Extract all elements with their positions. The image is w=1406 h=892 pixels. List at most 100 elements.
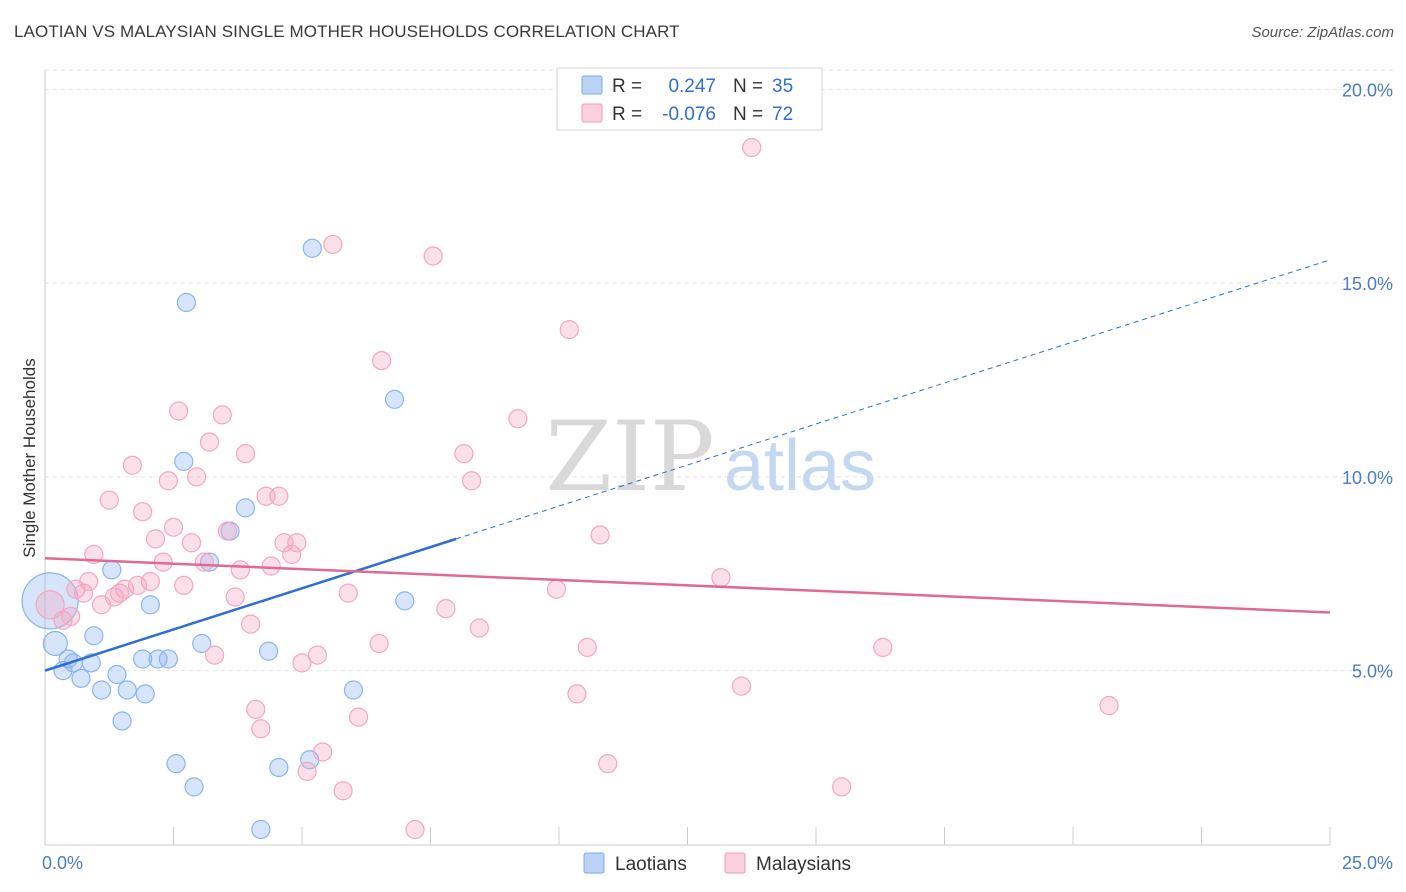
point-malaysians <box>251 719 271 739</box>
legend-r-value-malaysians: -0.076 <box>662 104 716 125</box>
point-malaysians <box>590 525 610 545</box>
legend-n-label-laotians: N = <box>733 76 763 97</box>
point-malaysians <box>567 684 587 704</box>
point-malaysians <box>292 653 312 673</box>
point-laotians <box>166 754 186 774</box>
point-laotians <box>148 649 168 669</box>
point-malaysians <box>187 467 207 487</box>
point-malaysians <box>454 444 474 464</box>
trend-extension-laotians <box>456 259 1331 540</box>
x-tick-right: 25.0% <box>1342 853 1393 873</box>
bottom-legend-malaysians: Malaysians <box>756 854 851 875</box>
point-malaysians <box>559 320 579 340</box>
point-laotians <box>91 680 112 700</box>
point-laotians <box>84 626 104 646</box>
trend-line-laotians <box>44 537 457 672</box>
point-malaysians <box>297 761 317 781</box>
legend-n-label-malaysians: N = <box>733 104 763 125</box>
legend: R = 0.247 N = 35 R = -0.076 N = 72 <box>556 67 823 131</box>
point-laotians <box>269 757 289 778</box>
point-malaysians <box>158 471 178 491</box>
legend-n-value-laotians: 35 <box>772 76 793 97</box>
point-malaysians <box>205 645 225 665</box>
point-malaysians <box>711 568 731 588</box>
point-malaysians <box>462 471 482 491</box>
point-laotians <box>135 684 155 704</box>
point-malaysians <box>873 637 893 657</box>
point-malaysians <box>731 676 752 696</box>
point-malaysians <box>469 618 489 638</box>
point-malaysians <box>181 533 202 553</box>
point-malaysians <box>508 409 528 429</box>
point-malaysians <box>246 699 266 719</box>
x-tick-left: 0.0% <box>42 853 83 873</box>
point-malaysians <box>104 587 124 607</box>
point-malaysians <box>225 587 245 607</box>
point-malaysians <box>307 645 328 665</box>
point-malaysians <box>1099 695 1119 716</box>
point-malaysians <box>99 490 119 510</box>
point-laotians <box>112 711 132 731</box>
point-malaysians <box>348 707 369 727</box>
point-malaysians <box>115 579 135 599</box>
point-laotians <box>158 649 178 669</box>
point-malaysians <box>73 583 94 603</box>
point-malaysians <box>122 455 142 475</box>
source-label: Source: ZipAtlas.com <box>1251 24 1394 41</box>
point-malaysians <box>241 614 261 634</box>
point-laotians <box>176 292 196 313</box>
point-laotians <box>192 633 212 654</box>
legend-n-value-malaysians: 72 <box>772 104 793 125</box>
point-malaysians <box>261 556 281 576</box>
watermark-zip: ZIP <box>545 401 714 513</box>
point-malaysians <box>230 560 250 580</box>
trend-lines <box>44 259 1331 672</box>
watermark: ZIP atlas <box>545 401 876 513</box>
y-tick-label: 20.0% <box>1342 80 1393 100</box>
point-malaysians <box>174 575 194 595</box>
point-laotians <box>302 238 322 258</box>
series-malaysians-points <box>35 137 1119 840</box>
point-laotians <box>71 668 91 688</box>
point-laotians <box>107 664 127 685</box>
y-tick-label: 15.0% <box>1342 274 1393 294</box>
point-laotians <box>140 595 160 615</box>
point-malaysians <box>109 583 130 603</box>
legend-r-value-laotians: 0.247 <box>668 76 716 97</box>
point-malaysians <box>369 633 389 654</box>
point-malaysians <box>127 575 148 595</box>
point-laotians <box>395 591 415 611</box>
point-malaysians <box>212 405 232 425</box>
point-malaysians <box>423 246 443 266</box>
point-malaysians <box>269 486 289 506</box>
y-tick-label: 5.0% <box>1352 662 1393 682</box>
point-laotians <box>102 560 122 580</box>
y-axis-label: Single Mother Households <box>20 358 39 557</box>
point-malaysians <box>217 521 238 541</box>
trend-line-malaysians <box>44 557 1331 614</box>
point-laotians <box>251 819 271 840</box>
point-laotians <box>133 649 153 669</box>
point-malaysians <box>194 552 214 572</box>
point-malaysians <box>372 351 392 371</box>
point-malaysians <box>235 444 256 464</box>
point-malaysians <box>140 571 160 592</box>
bottom-legend-swatch-laotians <box>583 852 605 874</box>
bottom-legend: Laotians Malaysians <box>583 852 851 875</box>
point-malaysians <box>405 819 425 840</box>
bottom-legend-swatch-malaysians <box>724 852 746 874</box>
point-laotians <box>258 641 279 661</box>
point-malaysians <box>163 517 184 537</box>
y-tick-label: 10.0% <box>1342 468 1393 488</box>
point-malaysians <box>61 606 81 626</box>
point-laotians <box>235 498 256 518</box>
axes <box>44 70 1331 846</box>
point-malaysians <box>546 579 567 599</box>
point-malaysians <box>312 742 333 762</box>
point-malaysians <box>832 777 852 797</box>
point-malaysians <box>577 637 597 657</box>
point-malaysians <box>287 533 307 553</box>
x-tick-labels: 0.0% 25.0% <box>42 853 1393 873</box>
legend-swatch-malaysians <box>581 103 603 123</box>
